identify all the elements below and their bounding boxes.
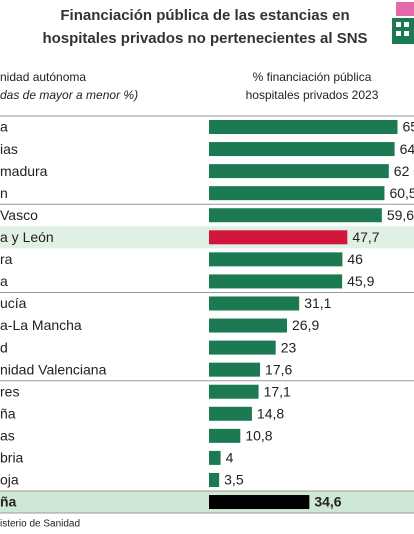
- category-label: n: [0, 185, 8, 201]
- bar: [209, 186, 385, 201]
- bar: [209, 450, 221, 465]
- bar: [209, 296, 300, 311]
- value-label: 34,6: [314, 494, 341, 510]
- source: isterio de Sanidad: [0, 519, 80, 530]
- bar: [209, 252, 343, 267]
- value-label: 10,8: [245, 428, 272, 444]
- category-label: madura: [0, 163, 48, 179]
- bar: [209, 472, 220, 487]
- value-label: 47,7: [352, 229, 379, 245]
- bar: [209, 428, 241, 443]
- bar: [209, 340, 276, 355]
- chart-title: Financiación pública de las estancias en: [60, 7, 349, 24]
- value-label: 17,6: [265, 361, 292, 377]
- bar: [209, 495, 310, 510]
- category-label: ña: [0, 494, 17, 510]
- value-header: hospitales privados 2023: [246, 88, 379, 102]
- bar: [209, 164, 389, 179]
- value-header: % financiación pública: [253, 70, 372, 84]
- value-label: 64: [400, 141, 414, 157]
- category-header: das de mayor a menor %): [0, 88, 138, 102]
- bar: [209, 362, 261, 377]
- value-label: 59,6: [387, 207, 414, 223]
- category-label: bria: [0, 450, 24, 466]
- value-label: 45,9: [347, 273, 374, 289]
- value-label: 4: [226, 450, 234, 466]
- value-label: 46: [347, 251, 363, 267]
- category-label: oja: [0, 472, 19, 488]
- value-label: 62: [394, 163, 410, 179]
- category-label: a: [0, 273, 8, 289]
- bar: [209, 406, 252, 421]
- category-label: nidad Valenciana: [0, 361, 107, 377]
- bar: [209, 318, 288, 333]
- category-label: ias: [0, 141, 18, 157]
- bar: [209, 208, 382, 223]
- category-label: a: [0, 119, 8, 135]
- value-label: 26,9: [292, 317, 319, 333]
- category-label: a y León: [0, 229, 54, 245]
- bar: [209, 120, 398, 134]
- category-label: d: [0, 339, 8, 355]
- category-header: nidad autónoma: [0, 70, 86, 84]
- category-label: a-La Mancha: [0, 317, 82, 333]
- row-highlight: [0, 490, 414, 514]
- value-label: 17,1: [264, 383, 291, 399]
- bar: [209, 274, 343, 289]
- bar: [209, 230, 348, 245]
- value-label: 23: [281, 339, 297, 355]
- category-label: ucía: [0, 295, 27, 311]
- category-label: as: [0, 428, 15, 444]
- value-label: 14,8: [257, 405, 284, 421]
- category-label: ña: [0, 405, 16, 421]
- bar: [209, 384, 259, 399]
- logo: [392, 2, 414, 44]
- category-label: Vasco: [0, 207, 38, 223]
- category-label: res: [0, 383, 19, 399]
- value-label: 60,5: [389, 185, 414, 201]
- value-label: 31,1: [304, 295, 331, 311]
- value-label: 65: [403, 119, 414, 135]
- category-label: ra: [0, 251, 13, 267]
- bar: [209, 142, 395, 157]
- chart-title: hospitales privados no pertenecientes al…: [42, 30, 367, 47]
- value-label: 3,5: [224, 472, 244, 488]
